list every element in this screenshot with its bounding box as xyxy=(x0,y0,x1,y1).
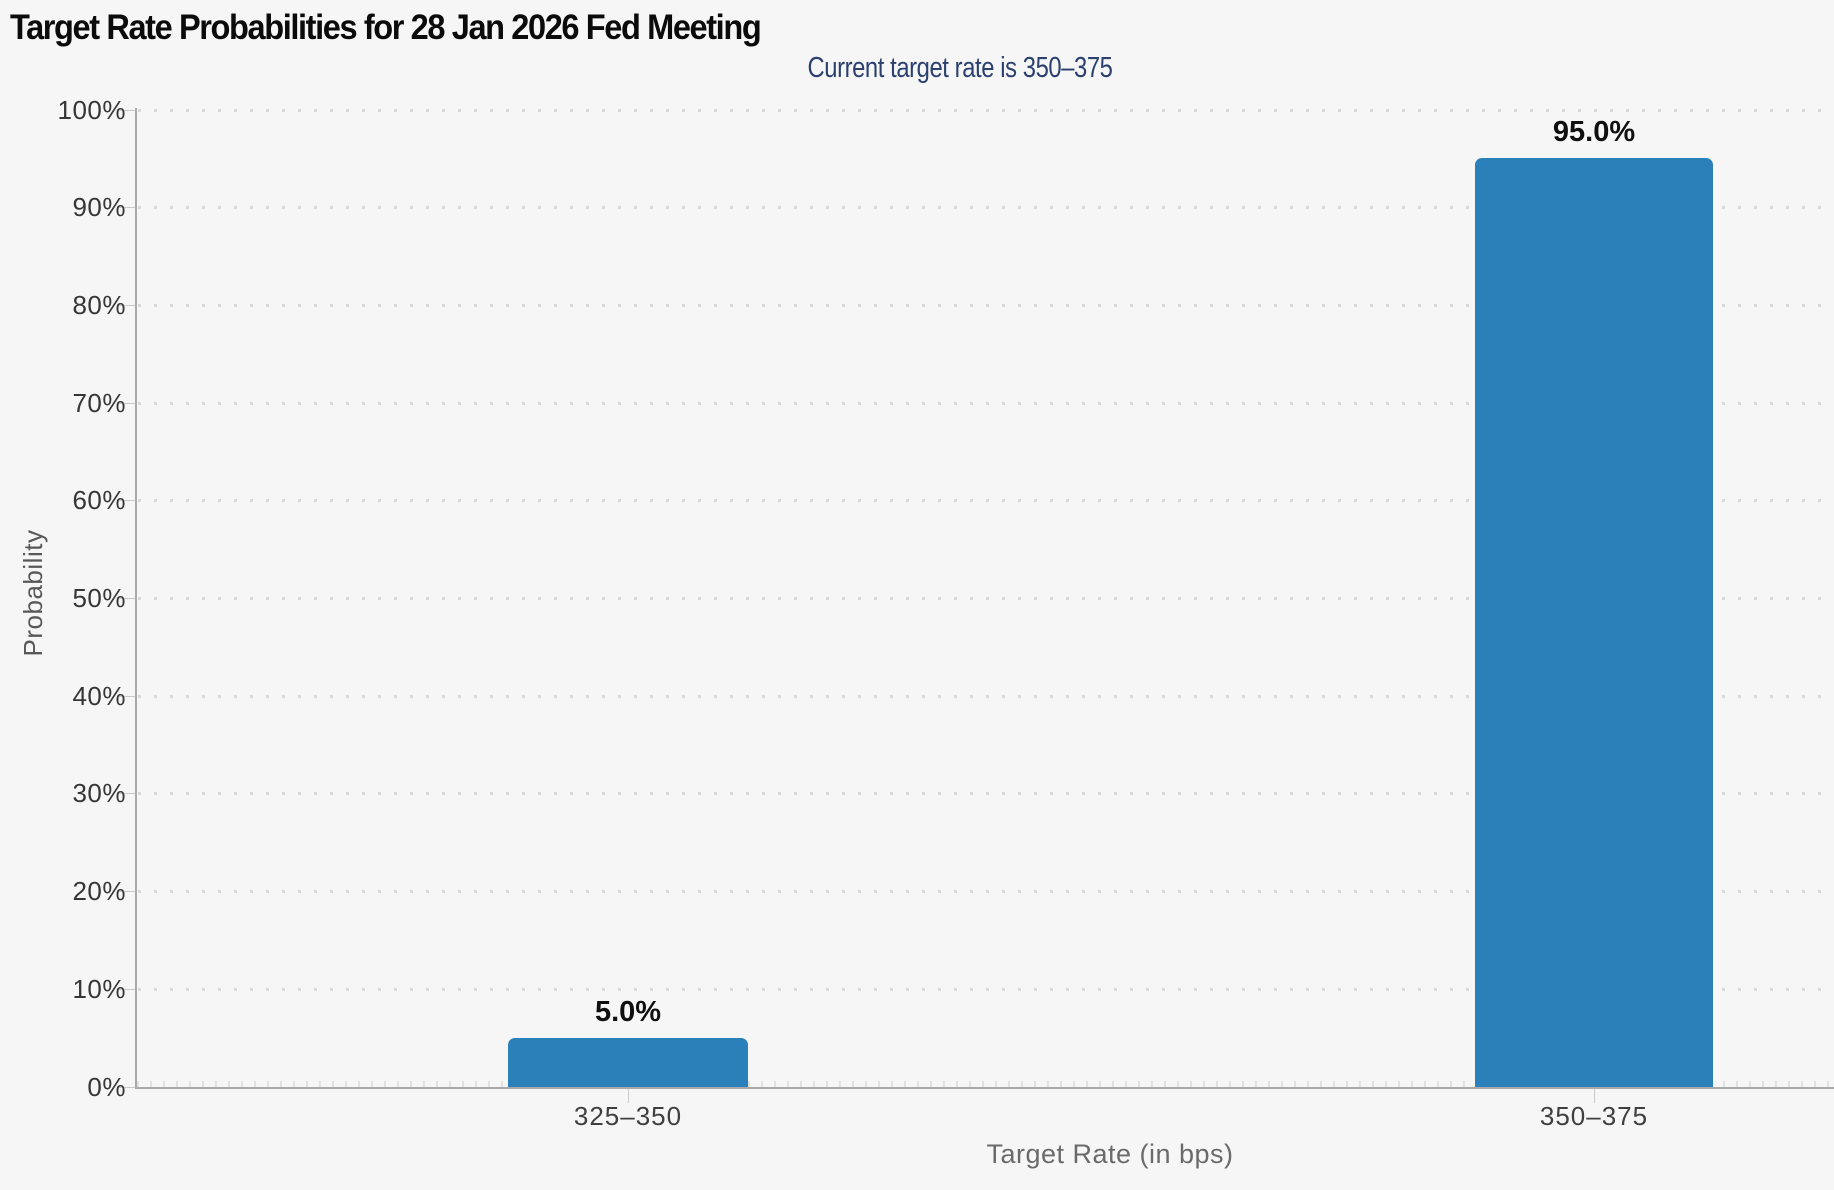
y-axis-label-10: 10% xyxy=(72,974,126,1004)
y-tick xyxy=(118,207,135,208)
y-tick xyxy=(118,989,135,990)
gridline-70 xyxy=(138,402,1834,405)
y-axis-line xyxy=(135,108,137,1089)
gridline-100 xyxy=(138,109,1834,112)
y-tick xyxy=(118,500,135,501)
x-axis-minor-ticks xyxy=(137,1081,1834,1087)
y-tick xyxy=(118,891,135,892)
gridline-10 xyxy=(138,988,1834,991)
x-axis-line xyxy=(135,1087,1834,1089)
bar-350-375[interactable] xyxy=(1475,157,1713,1087)
gridline-40 xyxy=(138,695,1834,698)
y-axis-title: Probability xyxy=(18,529,48,657)
y-axis-label-40: 40% xyxy=(72,681,126,711)
y-axis-label-0: 0% xyxy=(87,1072,126,1102)
y-axis-label-100: 100% xyxy=(57,95,126,125)
y-tick xyxy=(118,598,135,599)
y-axis-label-30: 30% xyxy=(72,778,126,808)
chart-title: Target Rate Probabilities for 28 Jan 202… xyxy=(10,8,762,47)
y-axis-label-80: 80% xyxy=(72,290,126,320)
gridline-90 xyxy=(138,206,1834,209)
y-tick xyxy=(118,403,135,404)
data-label-325-350: 5.0% xyxy=(594,996,662,1028)
chart-subtitle: Current target rate is 350–375 xyxy=(807,52,1113,84)
y-axis-label-70: 70% xyxy=(72,388,126,418)
x-tick xyxy=(628,1089,629,1103)
x-category-label-325-350: 325–350 xyxy=(573,1101,683,1131)
y-axis-label-20: 20% xyxy=(72,876,126,906)
bar-325-350[interactable] xyxy=(508,1038,748,1087)
gridline-30 xyxy=(138,792,1834,795)
y-axis-label-90: 90% xyxy=(72,192,126,222)
y-tick xyxy=(118,1087,135,1088)
data-label-350-375: 95.0% xyxy=(1552,116,1636,148)
y-tick xyxy=(118,110,135,111)
x-axis-title: Target Rate (in bps) xyxy=(986,1139,1234,1169)
x-category-label-350-375: 350–375 xyxy=(1539,1101,1649,1131)
y-tick xyxy=(118,305,135,306)
y-tick xyxy=(118,696,135,697)
gridline-20 xyxy=(138,890,1834,893)
y-axis-label-50: 50% xyxy=(72,583,126,613)
gridline-60 xyxy=(138,499,1834,502)
y-tick xyxy=(118,793,135,794)
y-axis-label-60: 60% xyxy=(72,485,126,515)
x-tick xyxy=(1594,1089,1595,1103)
gridline-80 xyxy=(138,304,1834,307)
gridline-50 xyxy=(138,597,1834,600)
